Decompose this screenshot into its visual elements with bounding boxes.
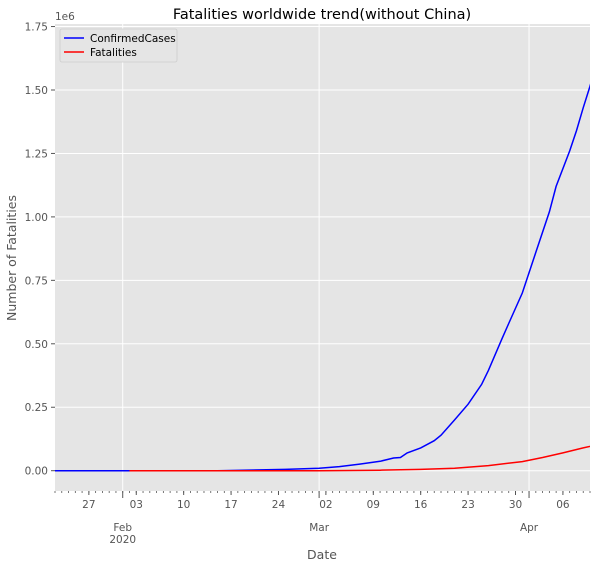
x-tick-label: 17 (224, 499, 237, 511)
x-tick-label: 23 (461, 499, 474, 511)
x-month-label: Mar (309, 522, 329, 534)
series-lines (55, 83, 590, 472)
y-tick-label: 1.25 (25, 148, 48, 160)
y-tick-label: 0.75 (25, 275, 48, 287)
x-tick-label: 30 (509, 499, 522, 511)
legend-label-fatalities: Fatalities (90, 47, 137, 59)
y-tick-label: 0.00 (25, 466, 48, 478)
y-tick-label: 0.25 (25, 402, 48, 414)
x-year-label: 2020 (109, 534, 136, 546)
x-tick-label: 06 (556, 499, 570, 511)
x-tick-label: 16 (414, 499, 428, 511)
y-tick-label: 0.50 (25, 339, 48, 351)
x-tick-label: 10 (177, 499, 190, 511)
legend-box (59, 28, 178, 63)
series-line-confirmedcases (55, 83, 590, 472)
plot-area (55, 24, 590, 491)
x-axis-label: Date (307, 547, 337, 562)
x-month-label: Apr (520, 522, 539, 534)
x-tick-label: 27 (82, 499, 95, 511)
y-scale-multiplier: 1e6 (55, 11, 75, 23)
y-axis-label: Number of Fatalities (4, 195, 19, 321)
legend-label-confirmedcases: ConfirmedCases (90, 33, 176, 45)
legend: ConfirmedCases Fatalities (59, 28, 178, 63)
series-line-fatalities (129, 445, 590, 472)
y-tick-label: 1.50 (25, 85, 48, 97)
chart-title: Fatalities worldwide trend(without China… (173, 7, 471, 23)
x-tick-label: 02 (319, 499, 332, 511)
y-axis: 0.00 0.25 0.50 0.75 1.00 1.25 1.50 1.75 (25, 22, 55, 478)
y-tick-label: 1.75 (25, 22, 48, 34)
x-tick-label: 09 (367, 499, 380, 511)
x-tick-label: 03 (130, 499, 143, 511)
x-month-label: Feb (113, 522, 132, 534)
grid (55, 24, 590, 491)
x-tick-label: 24 (272, 499, 286, 511)
y-tick-label: 1.00 (25, 212, 48, 224)
